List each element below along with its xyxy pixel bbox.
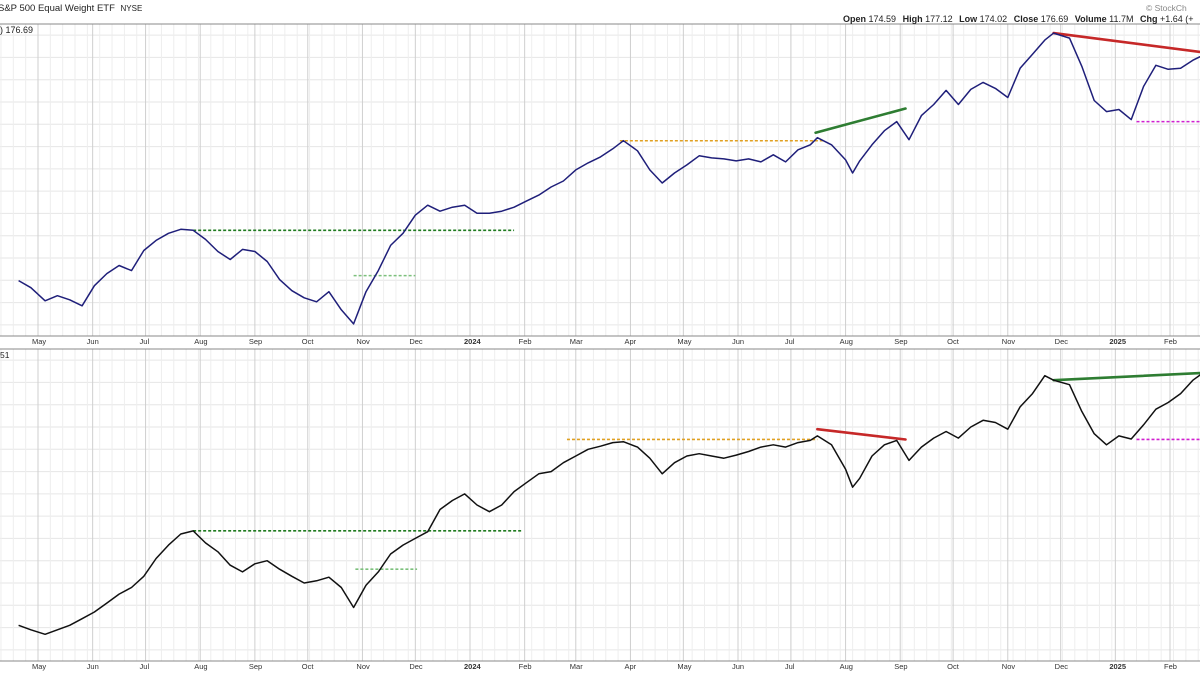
upper-annotations [193, 31, 1200, 277]
x-tick-label: Aug [840, 337, 853, 346]
x-tick-label: Feb [519, 337, 532, 346]
lower-panel-background [0, 349, 1200, 661]
lower-series [18, 374, 1200, 636]
x-tick-label: Oct [947, 337, 960, 346]
volume-value: 11.7M [1109, 14, 1134, 24]
volume-label: Volume [1074, 14, 1107, 24]
last-value-label: ) 176.69 [0, 25, 34, 35]
upper-price-line [18, 32, 1200, 325]
x-tick-label: Jul [140, 337, 150, 346]
x-tick-label: Jun [732, 337, 744, 346]
x-tick-label: Jul [785, 662, 795, 671]
x-tick-label: 2025 [1109, 337, 1126, 346]
x-tick-label: Apr [624, 337, 636, 346]
x-tick-label: Dec [1055, 662, 1069, 671]
x-tick-label: Mar [570, 662, 583, 671]
x-tick-label: Apr [624, 662, 636, 671]
upper-tick-labels: May Jun Jul Aug Sep Oct Nov Dec 2024 Feb Mar Apr May… [32, 337, 1177, 346]
exchange-label: NYSE [120, 4, 143, 13]
x-tick-label: 2024 [464, 337, 482, 346]
x-tick-label: 2024 [464, 662, 482, 671]
trendline-annotation [816, 427, 907, 441]
x-tick-label: Sep [894, 662, 907, 671]
x-tick-label: Sep [894, 337, 907, 346]
x-tick-label: Dec [409, 337, 423, 346]
x-tick-label: Nov [1002, 337, 1016, 346]
x-tick-label: 2025 [1109, 662, 1126, 671]
trendline-annotation [814, 107, 907, 134]
upper-grid [0, 24, 1200, 336]
low-value: 174.02 [979, 14, 1008, 24]
lower-annotations [193, 371, 1200, 570]
x-tick-label: Oct [302, 662, 315, 671]
chg-label: Chg [1140, 14, 1158, 24]
chart-title: S&P 500 Equal Weight ETF [0, 3, 115, 14]
x-tick-label: Jun [87, 337, 99, 346]
x-tick-label: Oct [947, 662, 960, 671]
x-tick-label: Jun [732, 662, 744, 671]
close-label: Close [1013, 14, 1039, 24]
x-tick-label: Aug [840, 662, 853, 671]
x-tick-label: Nov [356, 662, 370, 671]
x-tick-label: Sep [249, 662, 262, 671]
upper-series [18, 32, 1200, 325]
x-tick-label: Jul [785, 337, 795, 346]
lower-price-line [18, 374, 1200, 636]
x-tick-label: Nov [356, 337, 370, 346]
close-value: 176.69 [1040, 14, 1069, 24]
chart-title-block: S&P 500 Equal Weight ETF NYSE [0, 3, 142, 14]
lower-panel-label: 51 [0, 350, 10, 360]
chg-value: +1.64 (+ [1160, 14, 1194, 24]
x-tick-label: May [32, 662, 46, 671]
high-label: High [902, 14, 923, 24]
x-tick-label: Aug [194, 662, 207, 671]
x-tick-label: Feb [1164, 662, 1177, 671]
open-value: 174.59 [868, 14, 897, 24]
x-tick-label: Dec [1055, 337, 1069, 346]
watermark: © StockCh [1146, 3, 1187, 13]
x-tick-label: Aug [194, 337, 207, 346]
lower-tick-labels: May Jun Jul Aug Sep Oct Nov Dec 2024 Feb Mar Apr May… [32, 662, 1177, 671]
x-tick-label: Sep [249, 337, 262, 346]
x-tick-label: Mar [570, 337, 583, 346]
low-label: Low [959, 14, 978, 24]
x-tick-label: Nov [1002, 662, 1016, 671]
open-label: Open [843, 14, 867, 24]
x-tick-label: May [32, 337, 46, 346]
x-tick-label: May [677, 337, 691, 346]
x-tick-label: Jul [140, 662, 150, 671]
x-tick-label: Dec [409, 662, 423, 671]
trendline-annotation [1052, 31, 1200, 54]
x-tick-label: Jun [87, 662, 99, 671]
x-tick-label: Oct [302, 337, 315, 346]
trendline-annotation [1052, 371, 1200, 382]
x-tick-label: Feb [1164, 337, 1177, 346]
quote-bar: Open 174.59 High 177.12 Low 174.02 Close… [843, 14, 1194, 24]
upper-panel-background [0, 24, 1200, 336]
high-value: 177.12 [925, 14, 953, 24]
x-tick-label: Feb [519, 662, 532, 671]
x-tick-label: May [677, 662, 691, 671]
